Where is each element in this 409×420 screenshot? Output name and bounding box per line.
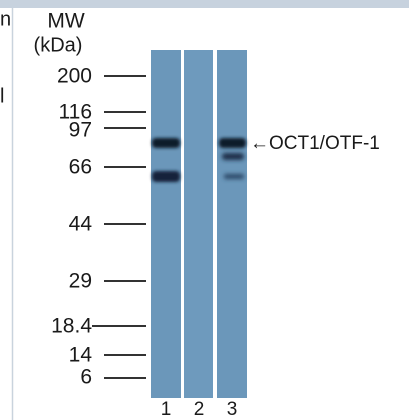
blot-figure: n l MW (kDa) 200 116 97 66 44 29 18.4 14… (0, 0, 409, 420)
band (222, 153, 244, 160)
marker-label: 29 (69, 270, 92, 293)
edge-text: l (0, 85, 4, 107)
band (152, 138, 180, 148)
unit-label: (kDa) (34, 34, 83, 56)
band (219, 138, 246, 148)
marker-label: 200 (57, 65, 92, 88)
band (224, 174, 244, 179)
gel-lanes (151, 50, 247, 398)
mw-label: MW (47, 10, 84, 33)
marker-label: 18.4 (51, 315, 92, 338)
lane-label: 1 (161, 399, 172, 420)
lane-label: 2 (194, 399, 205, 420)
marker-label: 44 (69, 213, 93, 236)
lane (151, 50, 181, 398)
marker-ladder: 200 116 97 66 44 29 18.4 14 6 (51, 65, 146, 389)
marker-label: 97 (69, 119, 92, 142)
band (152, 171, 180, 182)
marker-label: 66 (69, 156, 92, 179)
marker-label: 14 (69, 344, 93, 367)
lane (184, 50, 213, 398)
marker-label: 6 (80, 366, 92, 389)
lane (217, 50, 247, 398)
band-label: ←OCT1/OTF-1 (250, 133, 380, 154)
edge-text: n (0, 8, 11, 30)
top-bar (0, 0, 409, 8)
lane-label: 3 (227, 399, 238, 420)
